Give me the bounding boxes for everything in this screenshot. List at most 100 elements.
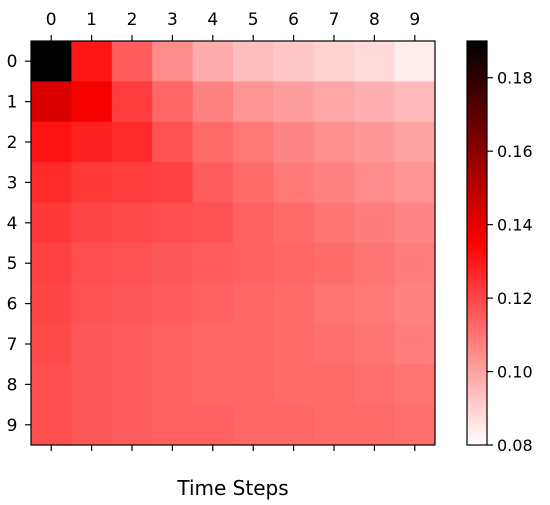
heatmap-cell-3-9 (394, 162, 436, 204)
heatmap-cell-2-9 (394, 121, 436, 163)
heatmap-cell-4-4 (192, 202, 234, 244)
heatmap-cell-2-6 (273, 121, 315, 163)
y-tick-label-5: 5 (7, 254, 18, 274)
y-tick-label-6: 6 (7, 295, 18, 315)
heatmap-cell-5-1 (71, 243, 113, 284)
heatmap-cell-8-3 (152, 364, 194, 406)
heatmap-cell-8-5 (233, 364, 274, 406)
heatmap-cell-8-6 (273, 364, 315, 406)
heatmap-cell-4-1 (71, 202, 113, 244)
heatmap-cell-9-0 (31, 404, 72, 446)
heatmap-cell-0-4 (192, 41, 234, 82)
heatmap-cell-9-4 (192, 404, 234, 446)
heatmap-cell-8-0 (31, 364, 72, 406)
heatmap-cell-3-5 (233, 162, 274, 204)
heatmap-cell-2-0 (31, 121, 72, 163)
heatmap-cell-8-2 (111, 364, 153, 406)
heatmap-cell-1-3 (152, 81, 194, 123)
heatmap-cell-2-1 (71, 121, 113, 163)
heatmap-cell-6-2 (111, 283, 153, 325)
heatmap-cell-9-5 (233, 404, 274, 446)
heatmap-cell-7-3 (152, 323, 194, 365)
y-tick-label-7: 7 (7, 335, 18, 355)
heatmap-cell-4-5 (233, 202, 274, 244)
x-tick-label-0: 0 (46, 10, 57, 30)
x-tick-label-8: 8 (369, 10, 380, 30)
heatmap-cell-6-7 (313, 283, 355, 325)
colorbar-tick-label-3: 0.14 (497, 216, 533, 235)
heatmap-cell-7-8 (354, 323, 396, 365)
heatmap-cell-7-9 (394, 323, 436, 365)
colorbar-ticks: 0.08 0.10 0.12 0.14 0.16 0.18 (487, 69, 533, 455)
heatmap-cell-9-3 (152, 404, 194, 446)
heatmap-cell-9-1 (71, 404, 113, 446)
x-tick-label-3: 3 (167, 10, 178, 30)
heatmap-cell-0-8 (354, 41, 396, 82)
x-tick-label-1: 1 (86, 10, 97, 30)
heatmap-cell-1-2 (111, 81, 153, 123)
heatmap-cell-9-8 (354, 404, 396, 446)
heatmap-cell-8-9 (394, 364, 436, 406)
heatmap-cell-4-8 (354, 202, 396, 244)
heatmap-cell-9-2 (111, 404, 153, 446)
y-tick-label-1: 1 (7, 93, 18, 113)
heatmap-cell-0-2 (111, 41, 153, 82)
heatmap-cell-2-7 (313, 121, 355, 163)
x-tick-label-9: 9 (409, 10, 420, 30)
heatmap-cell-3-2 (111, 162, 153, 204)
heatmap-cell-6-0 (31, 283, 72, 325)
heatmap-cell-5-6 (273, 243, 315, 284)
y-axis-ticks: 0 1 2 3 4 5 6 7 8 9 (7, 52, 31, 436)
heatmap-cell-0-9 (394, 41, 436, 82)
heatmap-cell-0-5 (233, 41, 274, 82)
heatmap-cell-3-4 (192, 162, 234, 204)
heatmap-cell-6-9 (394, 283, 436, 325)
heatmap-cell-5-3 (152, 243, 194, 284)
x-tick-label-6: 6 (288, 10, 299, 30)
heatmap-cell-3-0 (31, 162, 72, 204)
y-tick-label-8: 8 (7, 375, 18, 395)
heatmap-cell-3-1 (71, 162, 113, 204)
colorbar-tick-label-5: 0.18 (497, 69, 533, 88)
y-tick-label-9: 9 (7, 416, 18, 436)
heatmap-cell-4-3 (152, 202, 194, 244)
heatmap-cell-3-6 (273, 162, 315, 204)
heatmap-cell-1-4 (192, 81, 234, 123)
heatmap-cell-4-0 (31, 202, 72, 244)
x-tick-label-4: 4 (207, 10, 218, 30)
heatmap-cell-6-5 (233, 283, 274, 325)
heatmap-cell-2-3 (152, 121, 194, 163)
heatmap-cell-4-2 (111, 202, 153, 244)
heatmap-cell-4-6 (273, 202, 315, 244)
heatmap-cell-6-6 (273, 283, 315, 325)
heatmap-cell-9-7 (313, 404, 355, 446)
heatmap-cell-0-7 (313, 41, 355, 82)
heatmap-cell-3-3 (152, 162, 194, 204)
heatmap-cell-0-0 (31, 41, 72, 82)
heatmap-cell-6-4 (192, 283, 234, 325)
colorbar-tick-label-4: 0.16 (497, 142, 533, 161)
x-axis-ticks: 0 1 2 3 4 5 6 7 8 9 (46, 10, 420, 451)
heatmap-cell-9-6 (273, 404, 315, 446)
heatmap-cell-4-9 (394, 202, 436, 244)
heatmap-cell-1-6 (273, 81, 315, 123)
y-tick-label-3: 3 (7, 173, 18, 193)
heatmap-cell-7-7 (313, 323, 355, 365)
heatmap-cell-9-9 (394, 404, 436, 446)
heatmap-cell-7-0 (31, 323, 72, 365)
heatmap-cell-8-8 (354, 364, 396, 406)
heatmap-cell-1-9 (394, 81, 436, 123)
y-tick-label-4: 4 (7, 214, 18, 234)
y-tick-label-0: 0 (7, 52, 18, 72)
heatmap-cell-1-1 (71, 81, 113, 123)
heatmap-cell-5-2 (111, 243, 153, 284)
heatmap-cell-5-9 (394, 243, 436, 284)
heatmap-cell-6-3 (152, 283, 194, 325)
heatmap-cell-7-6 (273, 323, 315, 365)
heatmap-cell-3-7 (313, 162, 355, 204)
x-tick-label-7: 7 (329, 10, 340, 30)
heatmap-cell-7-5 (233, 323, 274, 365)
colorbar (466, 40, 488, 446)
x-tick-label-5: 5 (248, 10, 259, 30)
